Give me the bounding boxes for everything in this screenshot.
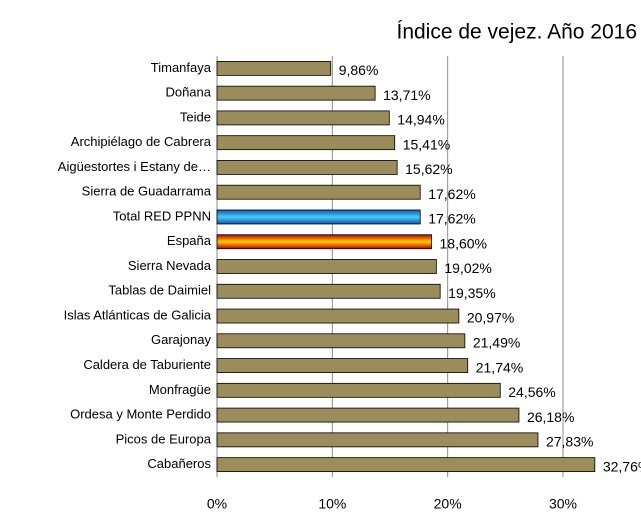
value-label: 26,18% — [527, 409, 574, 425]
y-tick-label: Ordesa y Monte Perdido — [70, 407, 211, 422]
bar — [216, 110, 390, 126]
bar — [216, 358, 469, 373]
y-tick-label: Total RED PPNN — [113, 208, 211, 223]
bar — [216, 259, 437, 274]
bar — [216, 308, 460, 324]
bar — [216, 457, 596, 473]
y-tick-label: Tablas de Daimiel — [108, 283, 211, 298]
y-tick-label: España — [167, 233, 212, 248]
value-label: 17,62% — [428, 186, 475, 202]
bar — [216, 382, 501, 398]
x-tick-label: 30% — [549, 496, 577, 512]
value-label: 21,74% — [476, 359, 523, 375]
y-tick-label: Caldera de Taburiente — [83, 357, 211, 372]
x-tick-label: 20% — [434, 496, 462, 512]
bar — [216, 85, 376, 101]
y-tick-label: Sierra Nevada — [128, 258, 212, 273]
bar — [216, 283, 441, 299]
bar — [216, 160, 398, 175]
value-label: 18,60% — [440, 235, 487, 251]
y-tick-label: Islas Atlánticas de Galicia — [64, 307, 212, 322]
bar — [216, 234, 432, 250]
bar — [216, 333, 466, 349]
bar — [216, 135, 396, 151]
value-label: 14,94% — [397, 112, 444, 128]
value-label: 9,86% — [339, 62, 379, 78]
value-label: 24,56% — [508, 384, 555, 400]
bar — [216, 432, 539, 448]
y-tick-label: Sierra de Guadarrama — [82, 184, 212, 199]
value-label: 15,41% — [403, 136, 450, 152]
chart-title: Índice de vejez. Año 2016 — [396, 21, 637, 44]
bar — [216, 209, 421, 225]
x-tick-label: 0% — [207, 496, 227, 512]
bar — [216, 184, 421, 200]
y-tick-label: Archipiélago de Cabrera — [71, 134, 212, 149]
value-label: 32,76% — [603, 458, 641, 474]
value-label: 19,02% — [444, 260, 491, 276]
y-tick-label: Cabañeros — [147, 456, 211, 471]
value-label: 21,49% — [473, 334, 520, 350]
value-label: 15,62% — [405, 161, 452, 177]
x-tick-label: 10% — [318, 496, 346, 512]
y-tick-label: Garajonay — [151, 332, 211, 347]
y-tick-label: Aigüestortes i Estany de… — [58, 159, 211, 174]
value-label: 13,71% — [383, 87, 430, 103]
value-label: 17,62% — [428, 211, 475, 227]
y-tick-label: Monfragüe — [149, 382, 211, 397]
y-tick-label: Doñana — [165, 85, 211, 100]
y-tick-label: Teide — [180, 109, 211, 124]
value-label: 20,97% — [467, 310, 514, 326]
value-label: 19,35% — [448, 285, 495, 301]
y-tick-label: Timanfaya — [151, 60, 212, 75]
bar — [216, 407, 520, 423]
value-label: 27,83% — [546, 434, 593, 450]
bar — [216, 60, 332, 76]
y-tick-label: Picos de Europa — [116, 431, 212, 446]
